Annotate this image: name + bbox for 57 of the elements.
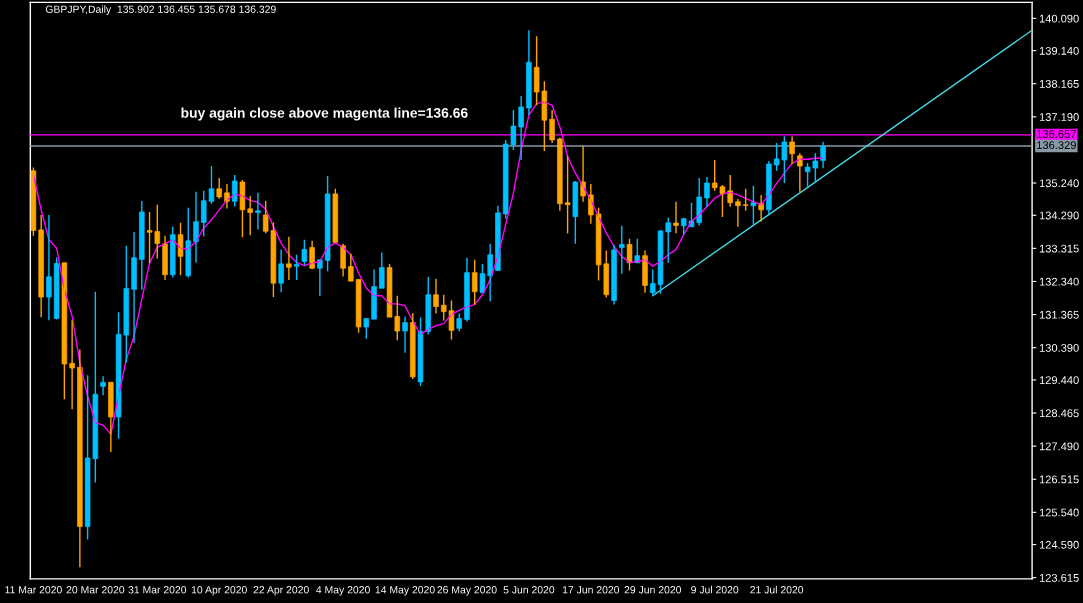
x-tick-label: 21 Jul 2020 <box>750 585 804 594</box>
candlestick <box>379 251 385 289</box>
x-tick-label: 14 May 2020 <box>375 586 435 596</box>
candlestick <box>471 259 478 306</box>
candlestick <box>742 188 749 212</box>
candlestick <box>363 317 370 340</box>
candlestick <box>255 192 261 231</box>
candlestick <box>619 225 625 275</box>
candlestick <box>139 200 145 291</box>
x-tick-label: 11 Mar 2020 <box>5 586 62 594</box>
y-tick-label: 126.515 <box>1039 475 1079 484</box>
candlestick <box>177 222 184 277</box>
x-tick-label: 17 Jun 2020 <box>562 586 620 594</box>
y-tick-label: 138.165 <box>1039 79 1079 88</box>
candlestick <box>417 316 424 387</box>
candlestick <box>355 278 362 334</box>
y-tick-label: 135.240 <box>1039 179 1079 188</box>
y-tick-label: 130.390 <box>1039 343 1079 352</box>
y-tick-label: 127.490 <box>1039 442 1079 451</box>
chart-title: GBPJPY,Daily 135.902 136.455 135.678 136.329 <box>45 5 276 15</box>
x-tick-label: 26 May 2020 <box>437 586 497 596</box>
y-tick-label: 133.315 <box>1039 244 1079 253</box>
y-tick-label: 124.590 <box>1039 540 1079 549</box>
candlestick <box>216 177 222 200</box>
candlestick <box>673 201 679 234</box>
ref-line-label: 136.657 <box>1037 130 1076 138</box>
x-tick-label: 29 Jun 2020 <box>624 586 682 594</box>
x-tick-label: 20 Mar 2020 <box>66 586 125 594</box>
candlestick <box>564 155 571 235</box>
candlestick <box>293 253 300 281</box>
y-tick-label: 128.465 <box>1039 409 1079 418</box>
x-tick-label: 10 Apr 2020 <box>191 586 247 596</box>
x-tick-label: 22 Apr 2020 <box>253 586 309 596</box>
y-tick-label: 131.365 <box>1039 310 1079 319</box>
annotation: buy again close above magenta line=136.66 <box>181 107 468 121</box>
candlestick <box>332 188 339 244</box>
x-tick-label: 5 Jun 2020 <box>503 586 555 594</box>
candlestick <box>53 256 60 321</box>
y-tick-label: 132.340 <box>1039 277 1079 286</box>
y-tick-label: 134.290 <box>1039 211 1079 220</box>
candlestick <box>572 180 579 245</box>
y-tick-label: 139.140 <box>1039 46 1079 55</box>
y-tick-label: 129.440 <box>1039 376 1079 385</box>
candlestick <box>324 175 331 272</box>
candlestick <box>626 238 633 272</box>
x-tick-label: 4 May 2020 <box>316 586 370 596</box>
y-tick-label: 125.540 <box>1039 508 1079 517</box>
candlestick <box>286 235 292 281</box>
y-tick-label: 123.615 <box>1039 573 1079 582</box>
y-tick-label: 140.090 <box>1039 14 1079 23</box>
ref-line-label: 136.329 <box>1037 141 1076 150</box>
candlestick <box>410 312 416 380</box>
y-tick-label: 137.190 <box>1039 113 1079 121</box>
candlestick <box>301 239 308 266</box>
x-tick-label: 31 Mar 2020 <box>128 586 187 594</box>
candlestick <box>750 185 757 226</box>
x-tick-label: 9 Jul 2020 <box>691 585 739 594</box>
